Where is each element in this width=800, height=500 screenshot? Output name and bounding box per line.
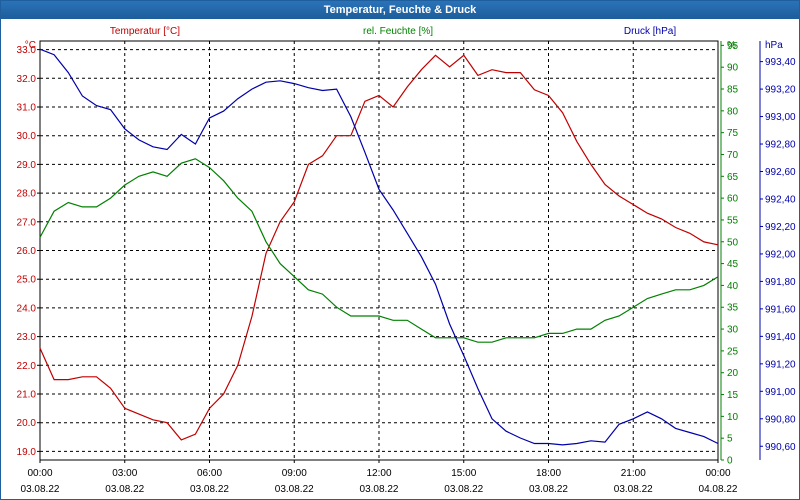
- pressure-tick-label: 990,60: [765, 442, 796, 453]
- pressure-tick-label: 992,20: [765, 222, 796, 233]
- humidity-tick-label: 95: [727, 41, 739, 52]
- pressure-tick-label: 993,00: [765, 112, 796, 123]
- humidity-tick-label: 60: [727, 194, 739, 205]
- time-tick-label: 12:00: [366, 468, 391, 479]
- humidity-tick-label: 85: [727, 85, 739, 96]
- humidity-tick-label: 30: [727, 325, 739, 336]
- humidity-series-line: [39, 158, 719, 343]
- humidity-axis: 0 5 10 15 20 25 30 35 40 45 50 55 60 65 70 75 80 85 90 95%: [720, 40, 739, 467]
- humidity-tick-label: 10: [727, 412, 739, 423]
- pressure-unit-label: hPa: [765, 40, 783, 51]
- temperature-tick-label: 31.0: [17, 103, 37, 114]
- temperature-tick-label: 23.0: [17, 332, 37, 343]
- temperature-tick-label: 27.0: [17, 217, 37, 228]
- date-tick-label: 03.08.22: [105, 484, 144, 495]
- date-tick-label: 03.08.22: [529, 484, 568, 495]
- pressure-tick-label: 991,20: [765, 359, 796, 370]
- pressure-axis-title: Druck [hPa]: [624, 26, 676, 37]
- temperature-unit-label: °C: [25, 40, 36, 51]
- date-tick-label: 03.08.22: [360, 484, 399, 495]
- temperature-tick-label: 32.0: [17, 74, 37, 85]
- temperature-tick-label: 19.0: [17, 447, 37, 458]
- temperature-tick-label: 25.0: [17, 275, 37, 286]
- humidity-tick-label: 20: [727, 368, 739, 379]
- humidity-tick-label: 5: [727, 434, 733, 445]
- chart-grid: [40, 41, 718, 460]
- humidity-tick-label: 45: [727, 259, 739, 270]
- pressure-tick-label: 991,60: [765, 304, 796, 315]
- humidity-tick-label: 35: [727, 303, 739, 314]
- time-tick-label: 18:00: [536, 468, 561, 479]
- humidity-tick-label: 65: [727, 172, 739, 183]
- date-tick-label: 03.08.22: [21, 484, 60, 495]
- time-tick-label: 09:00: [282, 468, 307, 479]
- pressure-tick-label: 991,80: [765, 277, 796, 288]
- humidity-tick-label: 75: [727, 128, 739, 139]
- time-tick-label: 00:00: [27, 468, 52, 479]
- humidity-tick-label: 70: [727, 150, 739, 161]
- temperature-tick-label: 30.0: [17, 131, 37, 142]
- pressure-tick-label: 993,20: [765, 85, 796, 96]
- humidity-tick-label: 55: [727, 215, 739, 226]
- humidity-tick-label: 90: [727, 63, 739, 74]
- temperature-axis: 19.0 20.0 21.0 22.0 23.0 24.0 25.0 26.0 27.0 28.0…: [17, 40, 40, 458]
- time-tick-label: 21:00: [621, 468, 646, 479]
- date-tick-label: 03.08.22: [190, 484, 229, 495]
- temperature-tick-label: 28.0: [17, 189, 37, 200]
- temperature-series-line: [39, 54, 719, 441]
- time-tick-label: 15:00: [451, 468, 476, 479]
- pressure-tick-label: 992,00: [765, 249, 796, 260]
- date-tick-label: 03.08.22: [275, 484, 314, 495]
- humidity-tick-label: 80: [727, 106, 739, 117]
- pressure-tick-label: 990,80: [765, 414, 796, 425]
- temperature-tick-label: 24.0: [17, 303, 37, 314]
- axis-headers: Temperatur [°C] rel. Feuchte [%] Druck [hP…: [110, 26, 676, 37]
- pressure-tick-label: 992,40: [765, 194, 796, 205]
- pressure-tick-label: 993,40: [765, 57, 796, 68]
- humidity-unit-label: %: [727, 40, 736, 51]
- pressure-tick-label: 992,60: [765, 167, 796, 178]
- time-axis: 00:00 03.08.22 03:00 03.08.22 06:00 03.08.22 0…: [21, 460, 738, 495]
- pressure-axis: 990,60 990,80 991,00 991,20 991,40 991,60 991,…: [759, 40, 796, 460]
- temperature-axis-title: Temperatur [°C]: [110, 26, 180, 37]
- humidity-tick-label: 50: [727, 237, 739, 248]
- time-tick-label: 03:00: [112, 468, 137, 479]
- humidity-tick-label: 15: [727, 390, 739, 401]
- pressure-series-line: [39, 48, 719, 446]
- chart-series: [39, 48, 719, 446]
- temperature-tick-label: 22.0: [17, 361, 37, 372]
- temperature-tick-label: 29.0: [17, 160, 37, 171]
- date-tick-label: 03.08.22: [444, 484, 483, 495]
- pressure-tick-label: 991,40: [765, 332, 796, 343]
- date-tick-label: 04.08.22: [699, 484, 738, 495]
- temperature-tick-label: 21.0: [17, 389, 37, 400]
- temperature-tick-label: 20.0: [17, 418, 37, 429]
- humidity-tick-label: 40: [727, 281, 739, 292]
- pressure-tick-label: 992,80: [765, 140, 796, 151]
- humidity-tick-label: 0: [727, 456, 733, 467]
- humidity-tick-label: 25: [727, 346, 739, 357]
- humidity-axis-title: rel. Feuchte [%]: [363, 26, 433, 37]
- date-tick-label: 03.08.22: [614, 484, 653, 495]
- temperature-tick-label: 26.0: [17, 246, 37, 257]
- pressure-tick-label: 991,00: [765, 387, 796, 398]
- time-tick-label: 00:00: [705, 468, 730, 479]
- temperature-tick-label: 33.0: [17, 45, 37, 56]
- window-title: Temperatur, Feuchte & Druck: [1, 1, 799, 19]
- time-tick-label: 06:00: [197, 468, 222, 479]
